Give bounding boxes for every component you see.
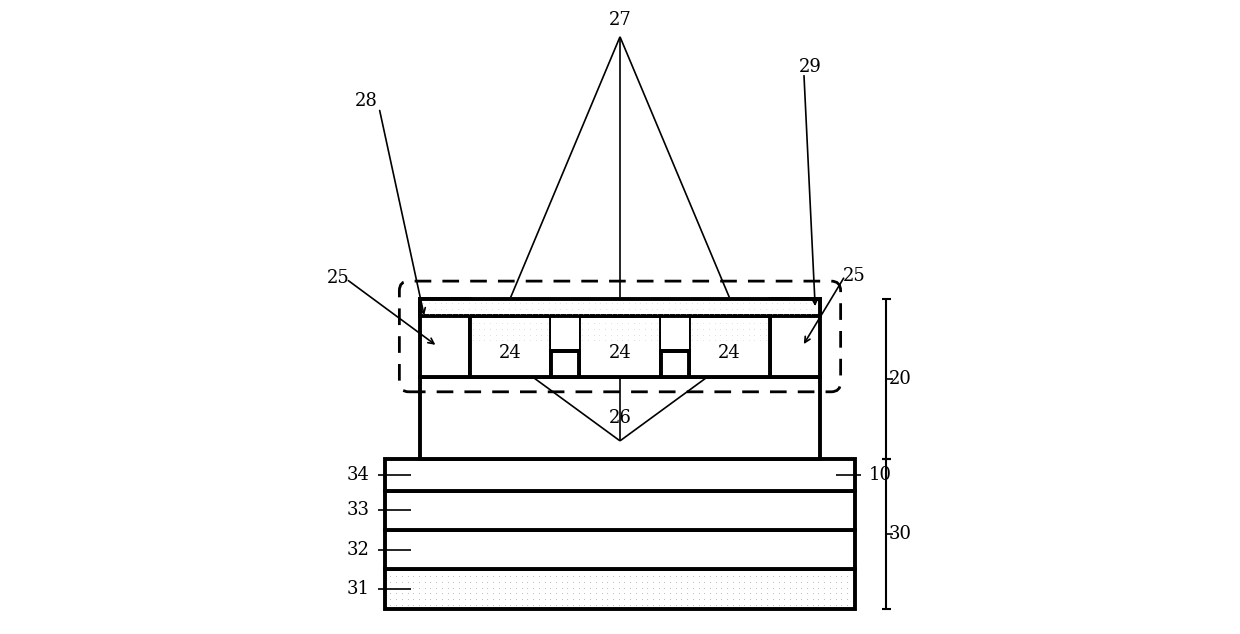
Bar	[552, 316, 579, 351]
Text: 26: 26	[609, 409, 631, 427]
Bar	[386, 569, 854, 609]
Text: 32: 32	[347, 541, 370, 559]
Bar	[470, 316, 552, 377]
Bar	[688, 316, 770, 377]
Bar	[661, 351, 688, 377]
Bar	[770, 299, 820, 377]
Text: 27: 27	[609, 11, 631, 29]
Text: 30: 30	[889, 525, 911, 543]
Bar	[552, 351, 579, 377]
Text: 34: 34	[347, 466, 370, 484]
Text: 24: 24	[500, 344, 522, 361]
Text: 24: 24	[609, 344, 631, 361]
Bar	[386, 530, 854, 569]
Bar	[420, 377, 820, 459]
Bar	[386, 491, 854, 530]
Text: 24: 24	[718, 344, 740, 361]
Bar	[661, 316, 688, 351]
Text: 31: 31	[346, 580, 370, 598]
Text: 10: 10	[869, 466, 892, 484]
Bar	[386, 459, 854, 491]
Text: 29: 29	[799, 58, 822, 75]
Text: 33: 33	[346, 501, 370, 519]
Text: 25: 25	[326, 269, 350, 287]
Text: 25: 25	[843, 267, 866, 285]
Text: 20: 20	[889, 370, 911, 388]
Bar	[579, 316, 661, 377]
Text: 28: 28	[355, 93, 378, 110]
Bar	[420, 299, 820, 316]
Bar	[420, 299, 470, 377]
